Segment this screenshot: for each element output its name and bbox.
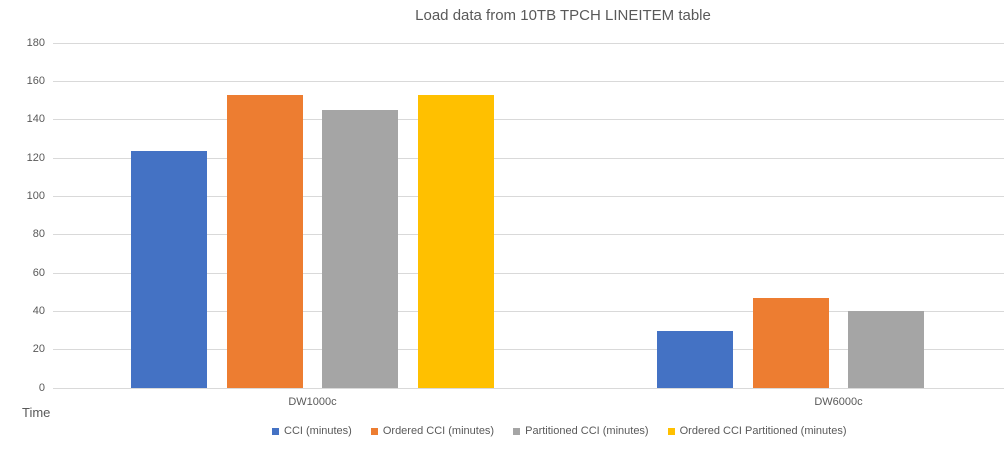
y-tick-label: 60 [32,266,45,279]
y-tick-label: 80 [32,228,45,241]
bar-DW6000c-cci-minutes [657,330,734,388]
x-category-label-dw6000c: DW6000c [814,396,863,408]
legend-label: CCI (minutes) [284,425,352,437]
bar-DW1000c-partitioned-cci-minutes [322,110,399,388]
legend-item: Ordered CCI (minutes) [370,425,495,437]
bar-DW1000c-ordered-cci-minutes [226,95,303,388]
bar-DW6000c-ordered-cci-minutes [752,297,829,388]
gridline [53,119,1004,121]
y-tick-label: 40 [32,304,45,317]
legend-item: Ordered CCI Partitioned (minutes) [667,425,847,437]
legend-item: CCI (minutes) [272,425,352,437]
x-category-label-dw1000c: DW1000c [288,396,337,408]
gridline [53,42,1004,44]
bar-DW6000c-partitioned-cci-minutes [848,311,925,388]
legend-swatch-icon [513,427,521,435]
bar-DW1000c-ordered-cci-partitioned-minutes [417,95,494,388]
legend-label: Ordered CCI Partitioned (minutes) [679,425,847,437]
legend-swatch-icon [272,427,279,435]
gridline [53,196,1004,197]
y-tick-label: 20 [32,343,45,356]
y-tick-label: 0 [38,381,45,394]
legend-swatch-icon [667,427,675,435]
legend-label: Ordered CCI (minutes) [382,425,495,437]
y-tick-label: 180 [26,36,45,49]
gridline [53,234,1004,236]
y-tick-label: 120 [26,151,45,164]
chart-title: Load data from 10TB TPCH LINEITEM table [415,7,711,24]
gridline [53,349,1004,351]
gridline [53,81,1004,83]
x-axis-line [53,387,1004,389]
bar-DW1000c-cci-minutes [131,150,208,388]
y-tick-label: 160 [26,75,45,88]
legend-label: Partitioned CCI (minutes) [525,425,649,437]
legend-item: Partitioned CCI (minutes) [513,425,649,437]
y-tick-label: 100 [26,190,45,202]
gridline [53,310,1004,312]
y-tick-label: 140 [26,113,45,126]
legend: CCI (minutes) Ordered CCI (minutes) Partit… [272,425,847,437]
gridline [53,272,1004,274]
y-axis-title: Time [22,405,51,420]
gridline [53,157,1004,159]
legend-swatch-icon [370,427,378,435]
